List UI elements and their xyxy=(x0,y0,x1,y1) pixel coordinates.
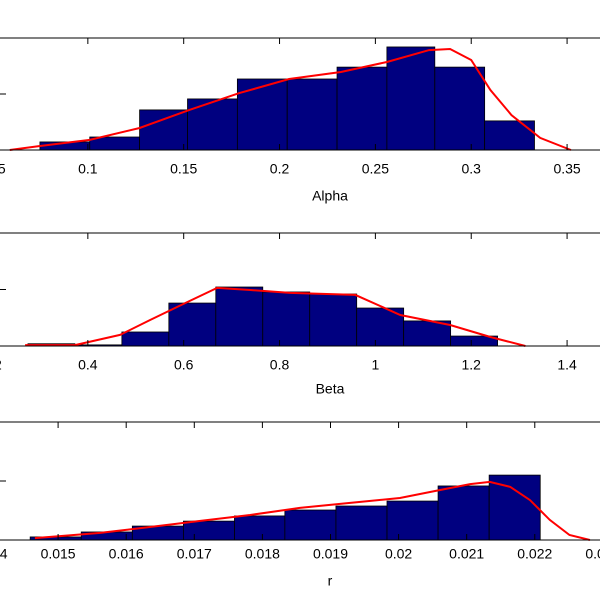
x-tick-label: 0.015 xyxy=(41,546,76,562)
x-tick-label: 0.017 xyxy=(177,546,212,562)
bar xyxy=(336,66,388,151)
x-axis-label: Alpha xyxy=(312,188,348,204)
x-tick-label: 1.4 xyxy=(557,357,577,373)
x-tick-label: 0.6 xyxy=(174,357,194,373)
density-curve xyxy=(34,480,591,541)
bar xyxy=(168,302,217,347)
x-tick-label: 0.021 xyxy=(449,546,484,562)
x-tick-label: 1 xyxy=(371,357,379,373)
bar xyxy=(309,293,358,347)
x-tick-label: 0.2 xyxy=(270,161,290,177)
bar xyxy=(434,66,486,151)
axes-box xyxy=(0,421,600,541)
bar xyxy=(234,515,286,541)
x-tick-label: 0.15 xyxy=(170,161,197,177)
bar xyxy=(121,331,170,347)
density-curve xyxy=(9,47,572,151)
x-tick-label: 0.019 xyxy=(313,546,348,562)
x-tick-label: 0.35 xyxy=(553,161,580,177)
x-tick-label: 0.022 xyxy=(517,546,552,562)
x-tick-label: 0.8 xyxy=(270,357,290,373)
bar xyxy=(386,46,436,151)
bar xyxy=(488,474,541,541)
x-tick-label: 0.023 xyxy=(585,546,600,562)
bar xyxy=(335,505,388,541)
x-axis-label: Beta xyxy=(316,381,345,397)
bar xyxy=(187,98,238,151)
bar xyxy=(284,509,337,541)
x-tick-label: 0.05 xyxy=(0,161,6,177)
x-tick-label: 0.016 xyxy=(109,546,144,562)
bar xyxy=(236,78,288,151)
x-tick-label: 0.014 xyxy=(0,546,8,562)
x-tick-label: 0.018 xyxy=(245,546,280,562)
x-tick-label: 0.02 xyxy=(385,546,412,562)
axes-box xyxy=(0,37,600,151)
bar xyxy=(262,291,311,347)
bar xyxy=(484,120,535,151)
density-curve xyxy=(25,286,526,347)
bar xyxy=(356,307,405,347)
bar xyxy=(139,109,188,151)
x-tick-label: 0.1 xyxy=(78,161,98,177)
x-tick-label: 1.2 xyxy=(461,357,481,373)
x-tick-label: 0.25 xyxy=(362,161,389,177)
bar xyxy=(182,520,235,541)
x-tick-label: 0.3 xyxy=(461,161,481,177)
x-tick-label: 0.4 xyxy=(78,357,98,373)
x-tick-label: 0.2 xyxy=(0,357,2,373)
x-axis-label: r xyxy=(328,573,333,589)
axes-box xyxy=(0,232,600,347)
bar xyxy=(286,78,338,151)
bar xyxy=(437,485,490,541)
bar xyxy=(386,500,439,541)
bar xyxy=(215,286,264,347)
